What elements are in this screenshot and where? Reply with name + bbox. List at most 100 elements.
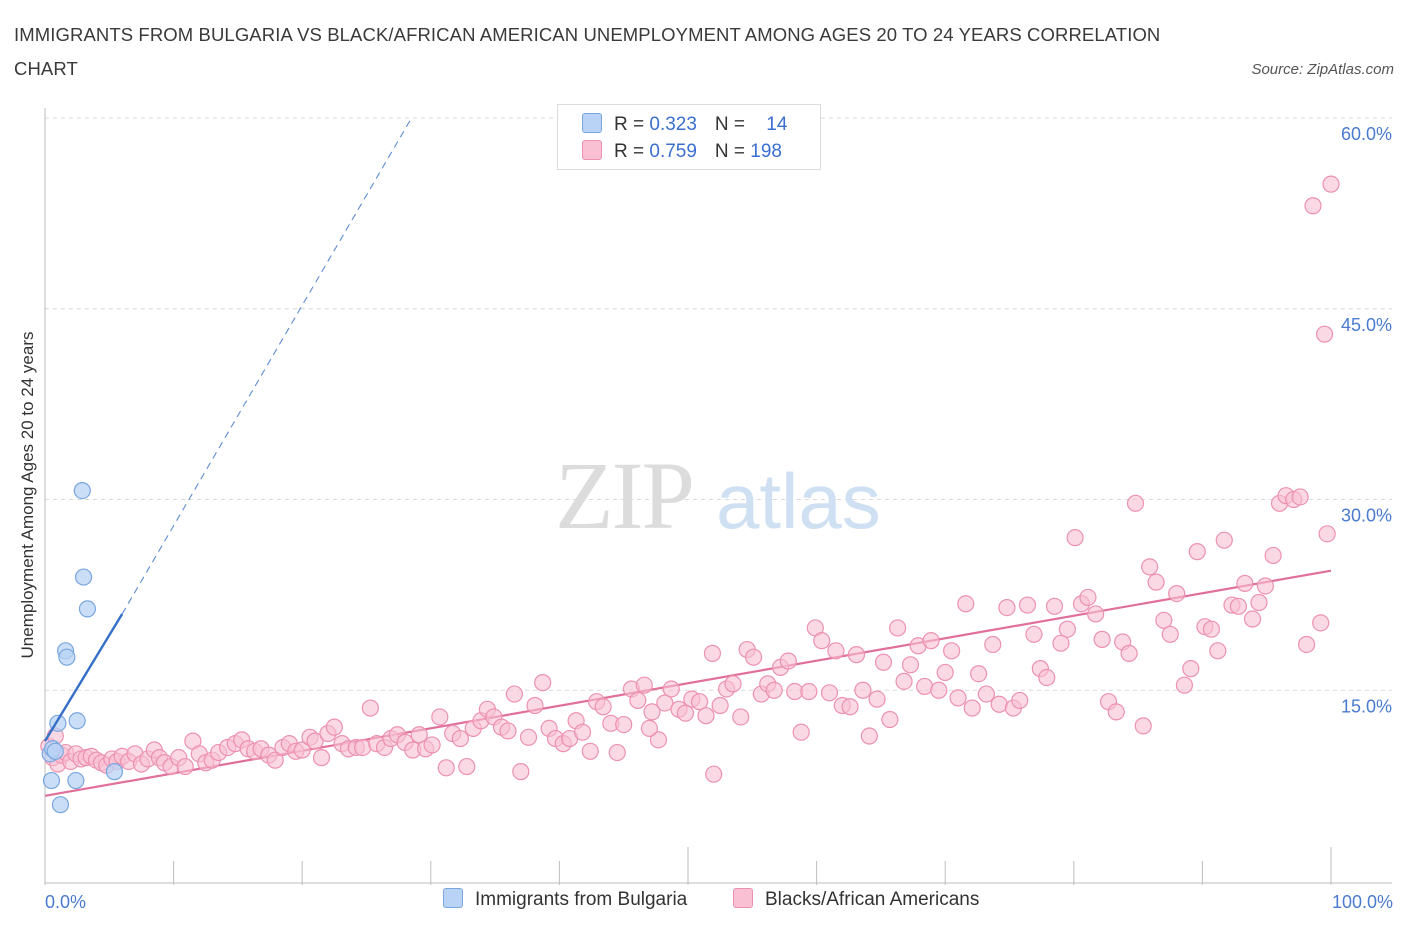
x-tick-labels: 0.0% 100.0% bbox=[45, 892, 1393, 912]
data-point-blacks bbox=[963, 699, 981, 717]
data-point-bulgaria bbox=[46, 742, 64, 760]
chart-title: IMMIGRANTS FROM BULGARIA VS BLACK/AFRICA… bbox=[14, 24, 1161, 79]
data-point-blacks bbox=[437, 759, 455, 777]
data-point-blacks bbox=[458, 757, 476, 776]
data-point-blacks bbox=[1161, 625, 1179, 643]
series-legend: Immigrants from Bulgaria Blacks/African … bbox=[0, 888, 1406, 916]
data-point-blacks bbox=[943, 642, 961, 660]
data-point-blacks bbox=[1175, 676, 1193, 694]
trend-line-bulgaria bbox=[43, 613, 124, 742]
data-point-blacks bbox=[930, 681, 948, 699]
data-point-blacks bbox=[1147, 573, 1165, 591]
data-point-blacks bbox=[1025, 625, 1043, 643]
data-point-bulgaria bbox=[67, 771, 85, 790]
legend-r-label: R = bbox=[614, 114, 650, 135]
data-point-blacks bbox=[998, 598, 1016, 617]
legend-r-value: 0.323 bbox=[649, 114, 697, 135]
data-point-blacks bbox=[1018, 596, 1037, 614]
data-point-blacks bbox=[1264, 546, 1282, 565]
x-tick-label: 0.0% bbox=[45, 892, 86, 912]
watermark: ZIP atlas bbox=[555, 442, 881, 549]
data-point-bulgaria bbox=[78, 600, 97, 618]
data-point-blacks bbox=[656, 694, 674, 712]
data-point-blacks bbox=[990, 695, 1008, 713]
data-point-blacks bbox=[813, 632, 831, 650]
data-point-blacks bbox=[1155, 611, 1173, 629]
legend-swatch-pink bbox=[582, 140, 602, 160]
data-point-blacks bbox=[1045, 597, 1064, 615]
data-point-blacks bbox=[534, 674, 552, 692]
data-point-blacks bbox=[1315, 325, 1334, 343]
data-point-blacks bbox=[1322, 175, 1340, 193]
data-point-blacks bbox=[732, 708, 750, 726]
trend-line-bulgaria-extension bbox=[121, 117, 412, 615]
legend-label-blacks: Blacks/African Americans bbox=[765, 889, 980, 910]
data-point-blacks bbox=[1066, 529, 1084, 547]
data-point-blacks bbox=[306, 732, 324, 750]
data-point-blacks bbox=[970, 665, 988, 683]
data-point-blacks bbox=[792, 723, 810, 741]
data-point-blacks bbox=[949, 689, 967, 707]
data-point-blacks bbox=[1120, 644, 1138, 662]
data-point-bulgaria bbox=[68, 712, 86, 730]
legend-label-bulgaria: Immigrants from Bulgaria bbox=[475, 889, 688, 910]
data-point-blacks bbox=[176, 757, 194, 776]
data-point-blacks bbox=[1243, 610, 1262, 628]
data-point-blacks bbox=[744, 648, 763, 666]
legend-swatch-blue bbox=[443, 888, 463, 908]
legend-r-value: 0.759 bbox=[649, 141, 697, 162]
data-point-blacks bbox=[1250, 593, 1268, 612]
data-point-blacks bbox=[526, 696, 544, 715]
data-point-blacks bbox=[868, 690, 886, 708]
data-point-blacks bbox=[922, 632, 940, 650]
watermark-zip: ZIP bbox=[555, 442, 693, 549]
data-point-blacks bbox=[431, 708, 449, 726]
data-point-blacks bbox=[1312, 614, 1330, 632]
watermark-atlas: atlas bbox=[716, 457, 881, 545]
grid-lines bbox=[45, 117, 1392, 691]
data-point-blacks bbox=[984, 635, 1002, 654]
y-tick-label: 60.0% bbox=[1341, 124, 1392, 144]
data-point-blacks bbox=[841, 698, 859, 716]
data-point-blacks bbox=[312, 749, 331, 767]
data-point-blacks bbox=[608, 743, 626, 762]
data-point-blacks bbox=[889, 619, 907, 637]
y-tick-labels: 15.0% 30.0% 45.0% 60.0% bbox=[1341, 124, 1392, 716]
data-point-blacks bbox=[676, 704, 695, 722]
data-point-blacks bbox=[881, 710, 899, 729]
data-point-blacks bbox=[640, 719, 659, 738]
data-point-blacks bbox=[854, 681, 872, 699]
data-point-blacks bbox=[1038, 668, 1056, 687]
data-point-blacks bbox=[505, 685, 523, 703]
data-point-blacks bbox=[957, 595, 975, 613]
data-point-blacks bbox=[1182, 660, 1200, 678]
data-point-blacks bbox=[1215, 531, 1233, 549]
x-tick-label: 100.0% bbox=[1332, 892, 1393, 912]
data-point-blacks bbox=[711, 696, 729, 715]
data-point-blacks bbox=[581, 742, 599, 760]
legend-row-blacks: R = 0.759 N = 198 bbox=[582, 140, 782, 166]
data-point-bulgaria bbox=[74, 568, 93, 586]
data-point-blacks bbox=[847, 646, 866, 664]
legend-item-bulgaria: Immigrants from Bulgaria bbox=[443, 888, 687, 911]
data-point-bulgaria bbox=[73, 481, 91, 500]
data-point-blacks bbox=[499, 722, 517, 740]
data-point-bulgaria bbox=[42, 771, 61, 790]
data-point-blacks bbox=[629, 691, 647, 710]
data-point-blacks bbox=[1291, 488, 1309, 506]
series-bulgaria-points bbox=[41, 481, 124, 814]
data-point-blacks bbox=[519, 728, 538, 746]
data-point-blacks bbox=[635, 676, 653, 694]
legend-swatch-pink bbox=[733, 888, 753, 908]
y-tick-label: 45.0% bbox=[1341, 315, 1392, 335]
data-point-blacks bbox=[423, 736, 441, 754]
data-point-blacks bbox=[800, 682, 818, 701]
y-tick-label: 30.0% bbox=[1341, 506, 1392, 526]
data-point-blacks bbox=[977, 685, 995, 703]
data-point-blacks bbox=[1318, 525, 1336, 543]
data-point-blacks bbox=[1141, 558, 1159, 576]
data-point-blacks bbox=[293, 741, 311, 759]
data-point-blacks bbox=[1236, 574, 1254, 593]
data-point-blacks bbox=[1304, 197, 1322, 215]
data-point-blacks bbox=[643, 703, 661, 721]
